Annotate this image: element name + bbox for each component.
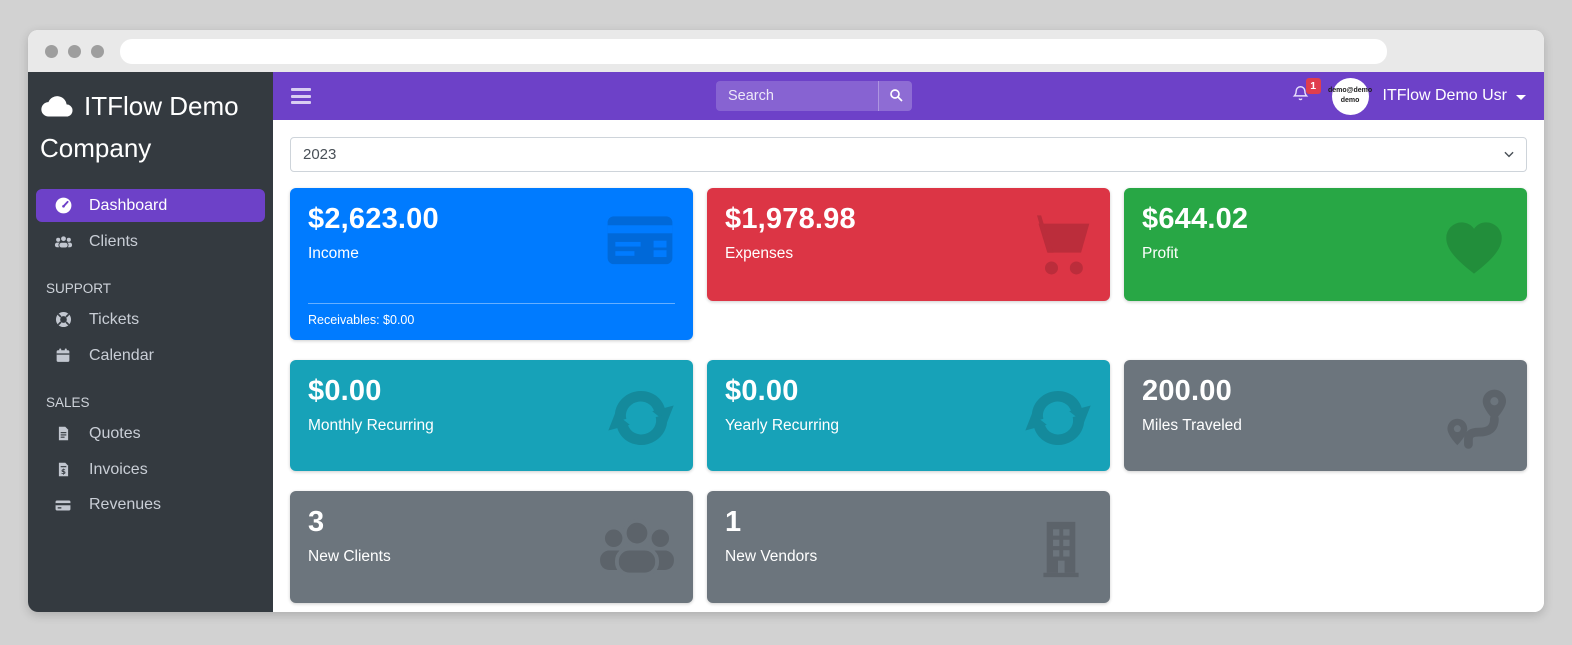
credit-card-icon <box>603 210 677 277</box>
sidebar-section-support: SUPPORT <box>46 281 112 297</box>
browser-window: ITFlow Demo Company Dashboard Clients SU… <box>28 30 1544 612</box>
notification-badge: 1 <box>1305 78 1321 94</box>
bell-icon <box>1291 86 1310 108</box>
year-select[interactable]: 2023 <box>290 137 1527 172</box>
avatar-text: demo <box>1340 97 1360 104</box>
dashboard-content: 2023 $2,623.00 Income Receivables: $0.00 <box>273 120 1544 612</box>
sidebar-item-revenues[interactable]: Revenues <box>36 489 265 521</box>
sidebar-item-label: Calendar <box>89 346 154 364</box>
hamburger-icon[interactable] <box>291 88 311 104</box>
profit-label: Profit <box>1142 245 1179 262</box>
sidebar-item-label: Clients <box>89 232 138 250</box>
file-invoice-dollar-icon: $ <box>52 460 74 479</box>
sidebar-item-dashboard[interactable]: Dashboard <box>36 189 265 223</box>
main-area: 1 demo@demo demo ITFlow Demo Usr 2023 <box>273 72 1544 612</box>
monthly-recurring-label: Monthly Recurring <box>308 417 434 434</box>
credit-card-icon <box>52 497 74 514</box>
svg-text:$: $ <box>61 468 66 477</box>
income-label: Income <box>308 245 359 262</box>
window-control-dot[interactable] <box>45 44 58 58</box>
sync-icon <box>1022 382 1094 459</box>
brand-label: ITFlow Demo Company <box>40 91 239 163</box>
sidebar-item-calendar[interactable]: Calendar <box>36 339 265 372</box>
search-button[interactable] <box>878 81 912 111</box>
notifications-button[interactable]: 1 <box>1291 78 1321 109</box>
heart-icon <box>1437 210 1511 283</box>
miles-traveled-card[interactable]: 200.00 Miles Traveled <box>1124 360 1527 471</box>
yearly-recurring-label: Yearly Recurring <box>725 417 840 434</box>
sidebar-item-label: Dashboard <box>89 196 168 214</box>
sidebar-nav: Dashboard Clients SUPPORT Tickets Calend… <box>28 189 273 521</box>
new-clients-label: New Clients <box>308 548 391 565</box>
sidebar-item-invoices[interactable]: $ Invoices <box>36 453 265 486</box>
income-value: $2,623.00 <box>308 203 439 235</box>
sidebar-item-tickets[interactable]: Tickets <box>36 303 265 336</box>
tachometer-icon <box>52 196 74 215</box>
app: ITFlow Demo Company Dashboard Clients SU… <box>28 72 1544 612</box>
brand[interactable]: ITFlow Demo Company <box>28 84 273 175</box>
monthly-recurring-card[interactable]: $0.00 Monthly Recurring <box>290 360 693 471</box>
new-clients-value: 3 <box>308 506 325 538</box>
yearly-recurring-value: $0.00 <box>725 375 799 407</box>
users-icon <box>52 232 74 251</box>
profit-card[interactable]: $644.02 Profit <box>1124 188 1527 301</box>
window-controls <box>45 44 104 58</box>
new-vendors-label: New Vendors <box>725 548 818 565</box>
window-control-dot[interactable] <box>91 44 104 58</box>
caret-down-icon <box>1516 94 1526 100</box>
sidebar-item-label: Quotes <box>89 424 141 442</box>
year-filter: 2023 <box>290 137 1527 172</box>
search-group <box>716 81 912 111</box>
sidebar: ITFlow Demo Company Dashboard Clients SU… <box>28 72 273 612</box>
new-vendors-card[interactable]: 1 New Vendors <box>707 491 1110 603</box>
sidebar-item-quotes[interactable]: Quotes <box>36 417 265 450</box>
miles-traveled-value: 200.00 <box>1142 375 1232 407</box>
yearly-recurring-card[interactable]: $0.00 Yearly Recurring <box>707 360 1110 471</box>
address-bar[interactable] <box>120 38 1387 64</box>
users-icon <box>597 513 677 586</box>
top-navbar: 1 demo@demo demo ITFlow Demo Usr <box>273 72 1544 120</box>
expenses-card[interactable]: $1,978.98 Expenses <box>707 188 1110 301</box>
sidebar-section-sales: SALES <box>46 395 90 411</box>
user-menu[interactable]: ITFlow Demo Usr <box>1383 87 1526 105</box>
browser-chrome <box>28 30 1544 72</box>
expenses-value: $1,978.98 <box>725 203 856 235</box>
cloud-icon <box>40 92 76 130</box>
shopping-cart-icon <box>1022 210 1094 283</box>
calendar-icon <box>52 346 74 365</box>
new-clients-card[interactable]: 3 New Clients <box>290 491 693 603</box>
sidebar-item-label: Tickets <box>89 310 140 328</box>
sidebar-item-label: Revenues <box>89 496 162 514</box>
window-control-dot[interactable] <box>68 44 81 58</box>
life-ring-icon <box>52 310 74 329</box>
search-input[interactable] <box>716 81 878 111</box>
navbar-right: 1 demo@demo demo ITFlow Demo Usr <box>1291 77 1526 115</box>
sidebar-item-clients[interactable]: Clients <box>36 225 265 258</box>
sidebar-item-label: Invoices <box>89 460 148 478</box>
sync-icon <box>605 382 677 459</box>
expenses-label: Expenses <box>725 245 794 262</box>
income-footer: Receivables: $0.00 <box>308 303 675 327</box>
route-icon <box>1441 382 1511 457</box>
miles-traveled-label: Miles Traveled <box>1142 417 1242 434</box>
profit-value: $644.02 <box>1142 203 1249 235</box>
user-name: ITFlow Demo Usr <box>1382 87 1507 104</box>
stat-cards: $2,623.00 Income Receivables: $0.00 $1,9… <box>290 188 1527 603</box>
new-vendors-value: 1 <box>725 506 742 538</box>
search-icon <box>888 87 904 106</box>
avatar-text: demo@demo <box>1327 86 1373 94</box>
avatar[interactable]: demo@demo demo <box>1328 77 1372 115</box>
building-icon <box>1028 513 1094 588</box>
file-icon <box>52 424 74 443</box>
monthly-recurring-value: $0.00 <box>308 375 382 407</box>
income-card[interactable]: $2,623.00 Income Receivables: $0.00 <box>290 188 693 340</box>
